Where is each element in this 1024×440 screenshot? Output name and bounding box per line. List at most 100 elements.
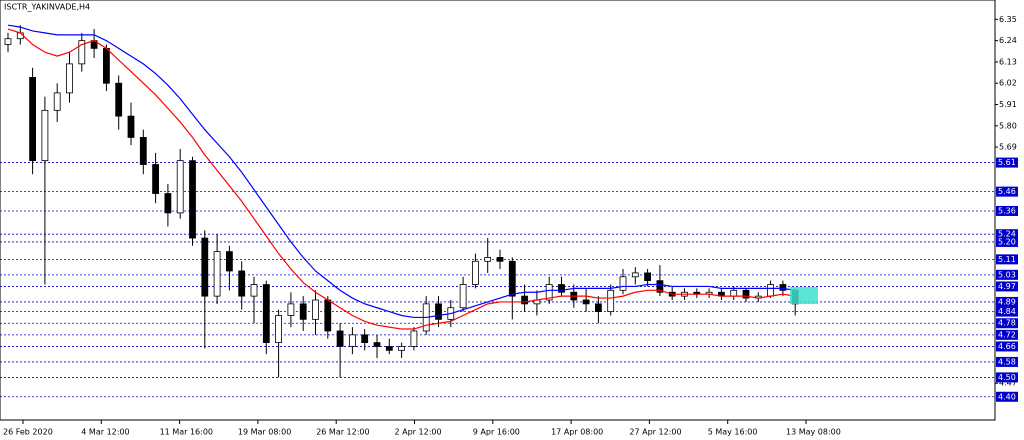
candle-body bbox=[410, 330, 418, 347]
candle-body bbox=[336, 330, 344, 347]
level-label: 4.40 bbox=[998, 392, 1016, 401]
x-tick-label: 11 Mar 16:00 bbox=[160, 428, 213, 437]
candle-body bbox=[176, 160, 184, 214]
candle-body bbox=[484, 257, 492, 262]
candle-body bbox=[471, 260, 479, 285]
candle-body bbox=[4, 38, 12, 45]
candle-body bbox=[595, 303, 602, 313]
candle-body bbox=[619, 276, 627, 291]
level-label-box bbox=[996, 269, 1018, 280]
level-label-box bbox=[996, 296, 1018, 307]
level-label: 5.11 bbox=[998, 255, 1016, 264]
x-tick-label: 27 Apr 12:00 bbox=[629, 428, 681, 437]
candle-body bbox=[742, 289, 750, 299]
level-label: 5.24 bbox=[998, 230, 1016, 239]
candle-body bbox=[115, 82, 123, 117]
level-label-box bbox=[996, 356, 1018, 367]
candle-body bbox=[656, 280, 664, 293]
candle-body bbox=[201, 237, 209, 297]
moving-average bbox=[7, 24, 796, 319]
axis: 6.35 6.24 6.13 6.02 5.91 5.80 5.69 4.47 5.61 5.46… bbox=[3, 15, 1018, 437]
candle-body bbox=[582, 299, 590, 305]
candle-body bbox=[225, 251, 233, 272]
y-tick-label: 6.02 bbox=[999, 79, 1017, 88]
moving-average bbox=[7, 28, 796, 330]
candle-body bbox=[558, 284, 565, 293]
level-label: 5.36 bbox=[998, 206, 1016, 215]
candle-body bbox=[545, 284, 553, 301]
candle-body bbox=[324, 299, 332, 332]
level-label-box bbox=[996, 306, 1018, 317]
candle-body bbox=[262, 284, 270, 343]
candle-body bbox=[275, 315, 283, 343]
candle-body bbox=[287, 303, 295, 316]
candle-body bbox=[373, 342, 381, 347]
candle-body bbox=[41, 109, 49, 162]
x-tick-label: 19 Mar 08:00 bbox=[238, 428, 291, 437]
candle-body bbox=[312, 299, 319, 320]
level-label: 4.72 bbox=[998, 330, 1016, 339]
candle-body bbox=[103, 47, 110, 84]
candle-body bbox=[29, 77, 37, 162]
level-label: 5.20 bbox=[998, 237, 1016, 246]
level-label-box bbox=[996, 329, 1018, 340]
chart-title: ISCTR_YAKINVADE,H4 bbox=[4, 3, 90, 12]
candle-body bbox=[521, 295, 528, 305]
candle-body bbox=[398, 346, 406, 351]
candle-body bbox=[164, 193, 172, 214]
candle-body bbox=[250, 284, 258, 297]
candle-body bbox=[508, 260, 516, 297]
candle-body bbox=[607, 289, 615, 313]
level-label: 5.61 bbox=[998, 158, 1016, 167]
level-label-box bbox=[996, 318, 1018, 329]
level-label: 4.50 bbox=[998, 373, 1016, 382]
current-price-box bbox=[790, 287, 818, 304]
level-label-box bbox=[996, 229, 1018, 240]
level-label: 4.84 bbox=[998, 307, 1016, 316]
candle-body bbox=[644, 272, 651, 282]
candle-body bbox=[53, 92, 61, 111]
x-tick-label: 4 Mar 12:00 bbox=[81, 428, 129, 437]
level-label: 4.78 bbox=[998, 319, 1016, 328]
candle-body bbox=[435, 303, 442, 320]
candle-body bbox=[238, 270, 246, 297]
y-tick-label: 5.80 bbox=[999, 121, 1017, 130]
marks bbox=[4, 24, 799, 378]
level-label-box bbox=[996, 186, 1018, 197]
y-tick-label: 6.35 bbox=[999, 15, 1017, 24]
x-tick-label: 5 May 16:00 bbox=[708, 428, 758, 437]
y-tick-label: 5.91 bbox=[999, 100, 1017, 109]
candle-body bbox=[348, 334, 356, 347]
level-label-box bbox=[996, 372, 1018, 383]
plot-frame bbox=[0, 0, 996, 421]
level-label: 4.97 bbox=[998, 282, 1016, 291]
y-tick-label: 6.24 bbox=[999, 36, 1017, 45]
candle-body bbox=[127, 115, 135, 138]
candle-body bbox=[459, 284, 467, 309]
candle-body bbox=[66, 63, 73, 94]
level-label-box bbox=[996, 254, 1018, 265]
candle-body bbox=[631, 272, 639, 278]
candle-body bbox=[78, 40, 86, 65]
level-label-box bbox=[996, 236, 1018, 247]
level-label: 4.66 bbox=[998, 342, 1016, 351]
x-tick-label: 26 Mar 12:00 bbox=[316, 428, 369, 437]
candle-body bbox=[496, 257, 504, 262]
candle-body bbox=[299, 303, 307, 320]
level-label: 5.03 bbox=[998, 270, 1016, 279]
candle-body bbox=[385, 346, 393, 351]
candle-body bbox=[139, 137, 147, 165]
candle-body bbox=[213, 251, 221, 297]
level-label: 4.58 bbox=[998, 357, 1016, 366]
candle-body bbox=[767, 284, 774, 297]
x-tick-label: 2 Apr 12:00 bbox=[395, 428, 442, 437]
candle-body bbox=[779, 284, 787, 291]
y-tick-label: 4.47 bbox=[999, 379, 1017, 388]
x-tick-label: 9 Apr 16:00 bbox=[473, 428, 520, 437]
candle-body bbox=[16, 32, 24, 40]
level-label-box bbox=[996, 391, 1018, 402]
y-tick-label: 6.13 bbox=[999, 57, 1017, 66]
candle-body bbox=[730, 289, 738, 297]
level-label-box bbox=[996, 281, 1018, 292]
